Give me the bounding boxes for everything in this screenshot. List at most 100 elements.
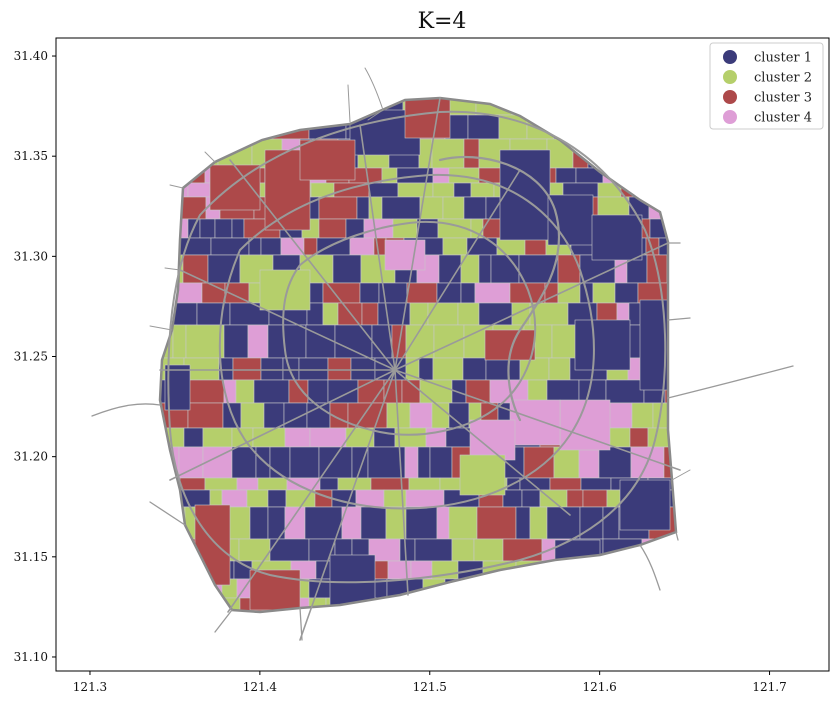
cluster-zone: [235, 379, 255, 404]
cluster-zone: [631, 402, 654, 429]
chart-title: K=4: [418, 9, 467, 34]
x-tick-label: 121.5: [413, 680, 447, 694]
road: [347, 84, 351, 123]
road: [164, 267, 181, 271]
cluster-zone: [523, 446, 555, 479]
cluster-zone: [427, 302, 459, 326]
y-tick-label: 31.20: [14, 450, 48, 464]
road: [671, 469, 691, 481]
legend-box: [709, 42, 824, 130]
cluster-zone: [221, 489, 248, 508]
cluster-zone: [470, 182, 495, 198]
legend-label: cluster 2: [754, 71, 812, 86]
road: [359, 124, 396, 371]
road: [394, 242, 669, 371]
cluster-zone: [231, 218, 245, 239]
cluster-zone: [432, 182, 455, 198]
cluster-zone: [582, 489, 608, 508]
cluster-zone: [431, 138, 465, 169]
cluster-zone: [460, 282, 476, 304]
cluster-zone: [515, 506, 531, 540]
cluster-zone: [209, 489, 223, 508]
legend-marker: [723, 90, 737, 104]
road: [299, 607, 303, 641]
cluster-zone: [260, 237, 282, 256]
cluster-zone: [419, 379, 453, 404]
cluster-zone: [418, 357, 434, 381]
cluster-zone: [267, 324, 307, 359]
road-network: [91, 67, 794, 641]
cluster-zone: [253, 379, 290, 404]
cluster-zone: [547, 194, 594, 246]
y-tick-label: 31.30: [14, 249, 48, 263]
road: [438, 156, 561, 422]
cluster-zone: [485, 357, 521, 381]
cluster-zone: [181, 196, 207, 220]
cluster-zone: [404, 98, 451, 139]
cluster-zone: [476, 506, 517, 540]
cluster-zone: [399, 538, 416, 562]
cluster-zone: [249, 506, 269, 540]
cluster-zone: [467, 114, 500, 140]
cluster-zone: [546, 379, 580, 404]
cluster-zone: [463, 196, 487, 220]
cluster-zone: [496, 237, 526, 256]
road: [229, 159, 396, 371]
cluster-zone: [282, 357, 300, 381]
cluster-zone: [361, 302, 379, 326]
road: [639, 544, 661, 591]
cluster-zone: [183, 427, 204, 448]
cluster-zone: [502, 489, 523, 508]
road: [214, 609, 233, 633]
x-tick-label: 121.7: [752, 680, 786, 694]
cluster-zone: [232, 357, 262, 381]
cluster-zone: [578, 379, 607, 404]
cluster-zone: [199, 218, 216, 239]
cluster-zone: [288, 379, 309, 404]
cluster-zone: [405, 489, 445, 508]
cluster-zone: [299, 139, 356, 181]
cluster-zone: [580, 477, 612, 491]
cluster-zone: [370, 477, 410, 491]
x-tick-label: 121.3: [73, 680, 107, 694]
cluster-zone: [591, 214, 643, 261]
x-axis: 121.3 121.4 121.5 121.6 121.7: [73, 671, 787, 694]
road: [394, 97, 441, 371]
cluster-zone: [184, 379, 225, 404]
cluster-zone: [360, 506, 387, 540]
cluster-zone: [546, 506, 581, 540]
cluster-zone: [316, 237, 351, 256]
road: [667, 317, 691, 321]
cluster-zone: [566, 489, 584, 508]
cluster-zone: [319, 477, 339, 491]
cluster-zone: [457, 302, 480, 326]
y-axis: 31.10 31.15 31.20 31.25 31.30 31.35 31.40: [14, 49, 56, 664]
cluster-zone: [429, 446, 453, 479]
road: [394, 369, 409, 596]
road: [91, 403, 161, 417]
cluster-zone: [247, 324, 269, 359]
cluster-zone: [257, 477, 288, 491]
cluster-zone: [322, 302, 339, 326]
cluster-zone: [289, 446, 320, 479]
cluster-zone: [478, 254, 492, 284]
cluster-zone: [284, 427, 311, 448]
cluster-zone: [473, 538, 504, 562]
cluster-zone: [177, 237, 212, 256]
cluster-zone: [367, 446, 406, 479]
cluster-zone: [260, 357, 284, 381]
cluster-zone: [359, 282, 380, 304]
cluster-zone: [263, 402, 285, 429]
cluster-zone: [478, 302, 513, 326]
cluster-zone: [463, 138, 480, 169]
y-tick-label: 31.25: [14, 350, 48, 364]
cluster-zone: [179, 477, 206, 491]
cluster-zone: [549, 477, 582, 491]
cluster-zone: [404, 446, 419, 479]
cluster-zone: [334, 324, 373, 359]
cluster-zone: [409, 402, 433, 429]
cluster-zone: [303, 237, 318, 256]
cluster-zone: [318, 196, 358, 220]
cluster-zone: [240, 402, 265, 429]
